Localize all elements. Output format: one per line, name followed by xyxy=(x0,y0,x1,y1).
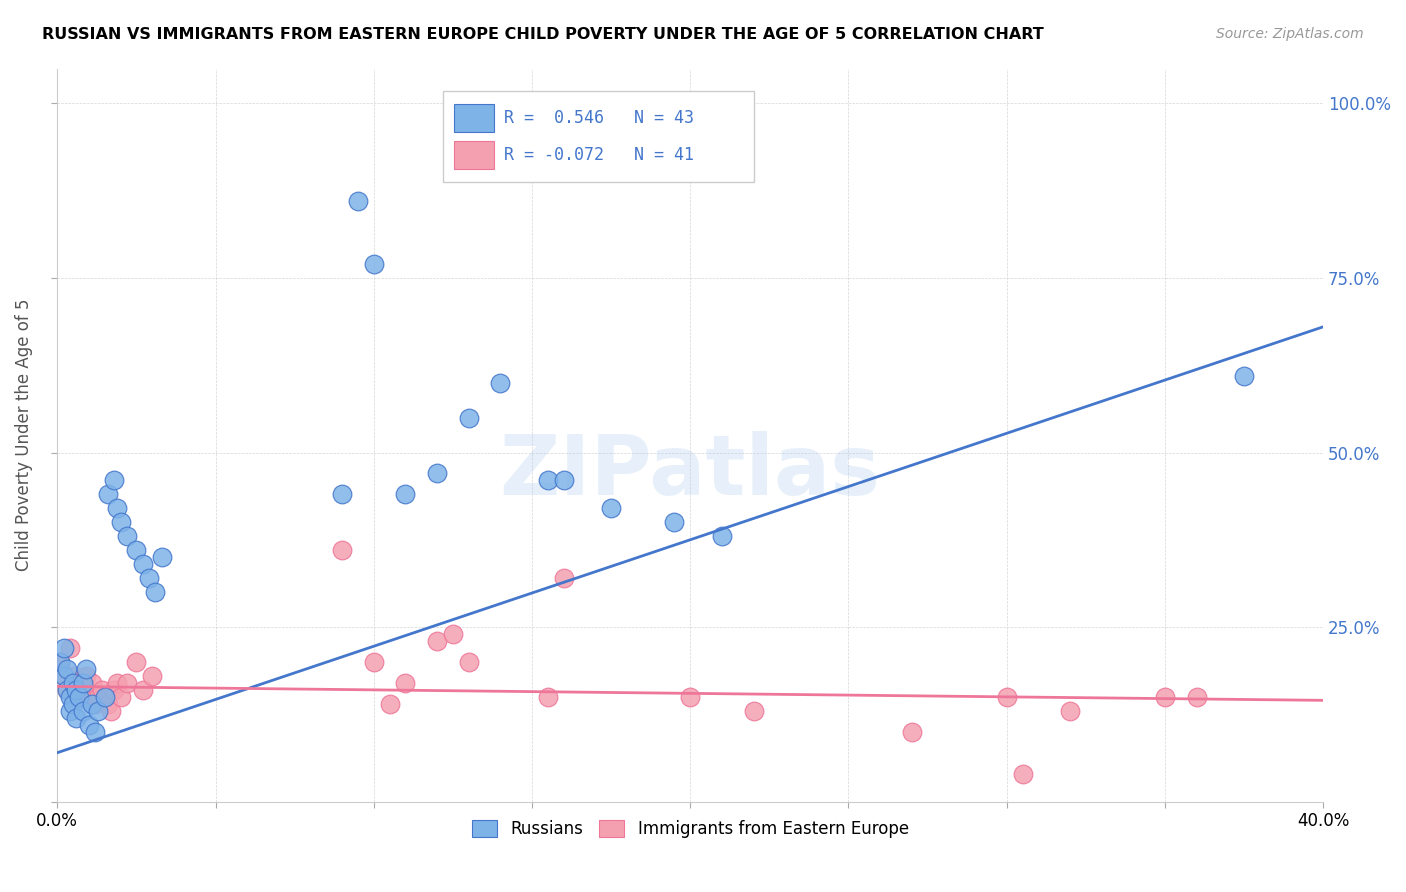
Text: Source: ZipAtlas.com: Source: ZipAtlas.com xyxy=(1216,27,1364,41)
Russians xyxy=(52,640,75,655)
Text: R = -0.072   N = 41: R = -0.072 N = 41 xyxy=(505,146,695,164)
Russians xyxy=(82,697,104,711)
Immigrants from Eastern Europe xyxy=(426,634,449,648)
Text: RUSSIAN VS IMMIGRANTS FROM EASTERN EUROPE CHILD POVERTY UNDER THE AGE OF 5 CORRE: RUSSIAN VS IMMIGRANTS FROM EASTERN EUROP… xyxy=(42,27,1043,42)
Russians xyxy=(150,550,173,565)
Russians xyxy=(75,662,97,676)
Y-axis label: Child Poverty Under the Age of 5: Child Poverty Under the Age of 5 xyxy=(15,299,32,571)
Immigrants from Eastern Europe xyxy=(77,690,100,704)
Immigrants from Eastern Europe xyxy=(97,697,120,711)
FancyBboxPatch shape xyxy=(443,90,754,182)
Russians xyxy=(72,676,94,690)
Immigrants from Eastern Europe xyxy=(62,669,84,683)
Immigrants from Eastern Europe xyxy=(141,669,163,683)
Russians xyxy=(65,711,87,725)
Legend: Russians, Immigrants from Eastern Europe: Russians, Immigrants from Eastern Europe xyxy=(465,813,915,845)
Immigrants from Eastern Europe xyxy=(107,676,129,690)
Russians xyxy=(107,501,129,516)
Russians xyxy=(115,529,138,543)
Russians xyxy=(363,257,385,271)
Immigrants from Eastern Europe xyxy=(330,543,353,558)
Russians xyxy=(125,543,148,558)
Immigrants from Eastern Europe xyxy=(441,627,464,641)
Immigrants from Eastern Europe xyxy=(457,655,479,669)
Russians xyxy=(59,704,82,718)
Russians xyxy=(72,704,94,718)
Russians xyxy=(489,376,512,390)
Russians xyxy=(347,194,370,209)
Immigrants from Eastern Europe xyxy=(125,655,148,669)
Russians xyxy=(94,690,117,704)
Immigrants from Eastern Europe xyxy=(394,676,416,690)
Russians xyxy=(69,690,91,704)
Immigrants from Eastern Europe xyxy=(49,655,72,669)
Russians xyxy=(65,682,87,697)
Russians xyxy=(1233,368,1256,383)
Russians xyxy=(330,487,353,501)
Text: R =  0.546   N = 43: R = 0.546 N = 43 xyxy=(505,110,695,128)
Russians xyxy=(457,410,479,425)
Immigrants from Eastern Europe xyxy=(679,690,702,704)
Immigrants from Eastern Europe xyxy=(900,724,922,739)
Immigrants from Eastern Europe xyxy=(59,640,82,655)
Russians xyxy=(600,501,623,516)
Immigrants from Eastern Europe xyxy=(52,669,75,683)
Russians xyxy=(537,474,560,488)
Immigrants from Eastern Europe xyxy=(84,697,107,711)
Immigrants from Eastern Europe xyxy=(1185,690,1208,704)
Immigrants from Eastern Europe xyxy=(537,690,560,704)
Russians xyxy=(132,558,155,572)
Russians xyxy=(426,467,449,481)
Russians xyxy=(56,682,79,697)
Bar xyxy=(454,104,494,132)
Russians xyxy=(145,585,167,599)
Russians xyxy=(664,516,686,530)
Immigrants from Eastern Europe xyxy=(363,655,385,669)
Russians xyxy=(84,724,107,739)
Russians xyxy=(56,662,79,676)
Russians xyxy=(52,669,75,683)
Russians xyxy=(138,571,160,585)
Russians xyxy=(77,718,100,732)
Russians xyxy=(553,474,575,488)
Immigrants from Eastern Europe xyxy=(72,682,94,697)
Immigrants from Eastern Europe xyxy=(82,676,104,690)
Russians xyxy=(62,676,84,690)
Text: ZIPatlas: ZIPatlas xyxy=(499,431,880,512)
Bar xyxy=(454,141,494,169)
Immigrants from Eastern Europe xyxy=(1011,766,1033,780)
Russians xyxy=(87,704,110,718)
Immigrants from Eastern Europe xyxy=(1154,690,1177,704)
Immigrants from Eastern Europe xyxy=(1059,704,1081,718)
Immigrants from Eastern Europe xyxy=(56,682,79,697)
Immigrants from Eastern Europe xyxy=(110,690,132,704)
Russians xyxy=(394,487,416,501)
Immigrants from Eastern Europe xyxy=(87,690,110,704)
Immigrants from Eastern Europe xyxy=(995,690,1018,704)
Immigrants from Eastern Europe xyxy=(553,571,575,585)
Russians xyxy=(59,690,82,704)
Immigrants from Eastern Europe xyxy=(100,704,122,718)
Immigrants from Eastern Europe xyxy=(115,676,138,690)
Immigrants from Eastern Europe xyxy=(378,697,401,711)
Immigrants from Eastern Europe xyxy=(132,682,155,697)
Immigrants from Eastern Europe xyxy=(103,682,125,697)
Immigrants from Eastern Europe xyxy=(65,690,87,704)
Immigrants from Eastern Europe xyxy=(742,704,765,718)
Russians xyxy=(97,487,120,501)
Russians xyxy=(710,529,733,543)
Immigrants from Eastern Europe xyxy=(75,669,97,683)
Russians xyxy=(103,474,125,488)
Russians xyxy=(49,655,72,669)
Immigrants from Eastern Europe xyxy=(90,682,112,697)
Immigrants from Eastern Europe xyxy=(69,676,91,690)
Immigrants from Eastern Europe xyxy=(94,690,117,704)
Russians xyxy=(110,516,132,530)
Russians xyxy=(62,697,84,711)
